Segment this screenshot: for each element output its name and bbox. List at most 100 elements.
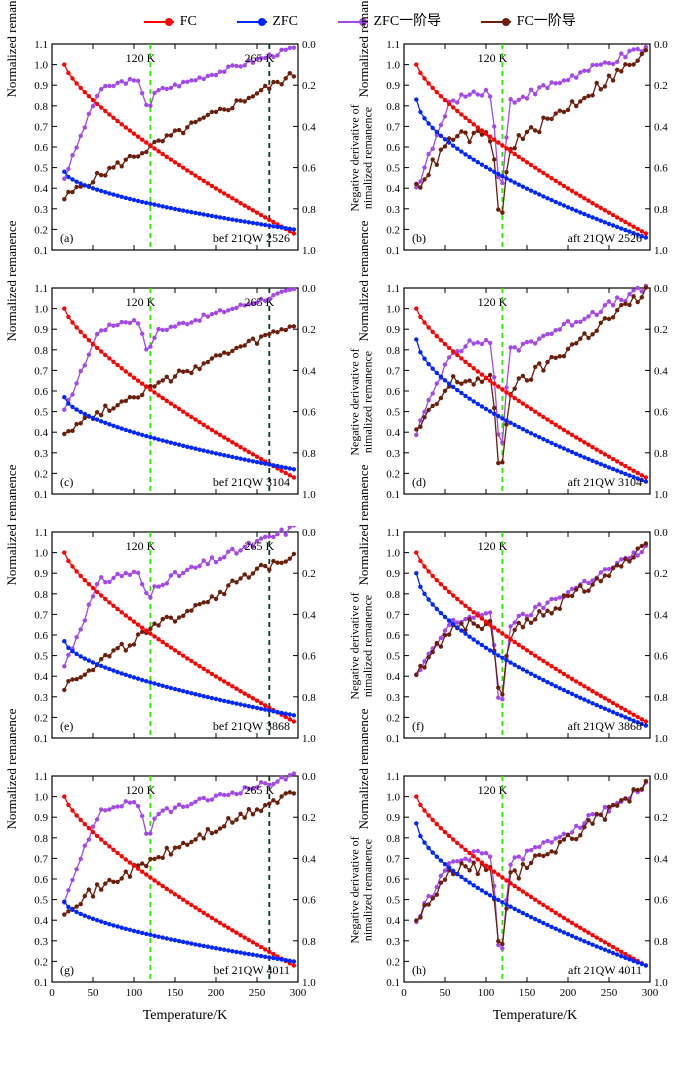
svg-text:(g): (g) (60, 963, 74, 977)
svg-text:1.0: 1.0 (654, 733, 668, 745)
svg-text:0.6: 0.6 (34, 630, 48, 642)
svg-text:0.1: 0.1 (34, 489, 48, 501)
chart-panel-e: 0.10.20.30.40.50.60.70.80.91.01.10.00.20… (10, 526, 340, 766)
svg-text:0.4: 0.4 (654, 853, 668, 865)
svg-text:0.6: 0.6 (386, 874, 400, 886)
svg-text:0.5: 0.5 (386, 407, 400, 419)
svg-text:0.9: 0.9 (34, 568, 48, 580)
svg-text:1.1: 1.1 (386, 771, 400, 783)
svg-text:0.6: 0.6 (302, 651, 316, 663)
svg-text:(e): (e) (60, 719, 73, 733)
svg-text:0.6: 0.6 (654, 651, 668, 663)
svg-text:0.8: 0.8 (386, 833, 400, 845)
chart-grid: 0.1 0.2 0.3 0.4 0.5 0.6 0.7 0.8 0.9 1.0 1.1 0.0 0.2 0… (10, 38, 700, 1010)
svg-text:0.9: 0.9 (34, 80, 48, 92)
chart-panel-f: 0.10.20.30.40.50.60.70.80.91.01.10.00.20… (362, 526, 692, 766)
svg-text:50: 50 (88, 987, 100, 999)
svg-text:1.0: 1.0 (302, 245, 316, 257)
svg-text:0.8: 0.8 (34, 345, 48, 357)
legend-item: ZFC (227, 14, 308, 29)
legend: FC ZFC ZFC一阶导 FC一阶导 (10, 10, 700, 30)
svg-text:0.2: 0.2 (302, 568, 316, 580)
svg-text:0.4: 0.4 (386, 915, 400, 927)
svg-text:1.0: 1.0 (386, 548, 400, 560)
svg-text:0.6: 0.6 (386, 630, 400, 642)
svg-text:0.6: 0.6 (34, 386, 48, 398)
svg-text:0.7: 0.7 (386, 365, 400, 377)
svg-text:0.8: 0.8 (302, 692, 316, 704)
svg-text:120 K: 120 K (126, 295, 156, 309)
svg-text:0.2: 0.2 (386, 224, 400, 236)
svg-text:0.9: 0.9 (386, 324, 400, 336)
svg-text:0.4: 0.4 (34, 915, 48, 927)
svg-text:0.6: 0.6 (654, 895, 668, 907)
svg-text:1.1: 1.1 (34, 39, 48, 51)
svg-text:265 K: 265 K (244, 295, 274, 309)
svg-text:0.0: 0.0 (654, 283, 668, 295)
svg-text:0.4: 0.4 (302, 853, 316, 865)
legend-label: ZFC一阶导 (370, 14, 441, 29)
svg-text:0.2: 0.2 (654, 80, 668, 92)
svg-text:0.4: 0.4 (654, 365, 668, 377)
svg-text:1.1: 1.1 (386, 283, 400, 295)
svg-text:0.7: 0.7 (34, 121, 48, 133)
chart-panel-c: 0.10.20.30.40.50.60.70.80.91.01.10.00.20… (10, 282, 340, 522)
svg-text:265 K: 265 K (244, 51, 274, 65)
svg-text:0.3: 0.3 (34, 692, 48, 704)
chart-panel-b: 0.10.20.30.40.50.60.70.80.91.01.10.00.20… (362, 38, 692, 278)
svg-text:0.4: 0.4 (654, 609, 668, 621)
legend-label: ZFC (269, 14, 298, 29)
svg-text:265 K: 265 K (244, 783, 274, 797)
svg-text:0.3: 0.3 (34, 204, 48, 216)
svg-text:0.8: 0.8 (654, 448, 668, 460)
svg-text:0.2: 0.2 (34, 712, 48, 724)
svg-text:0.7: 0.7 (34, 853, 48, 865)
svg-text:200: 200 (208, 987, 225, 999)
svg-text:250: 250 (249, 987, 266, 999)
svg-text:0.2: 0.2 (654, 568, 668, 580)
svg-text:0.9: 0.9 (386, 568, 400, 580)
svg-text:100: 100 (478, 987, 495, 999)
svg-text:0.0: 0.0 (654, 527, 668, 539)
svg-text:50: 50 (440, 987, 452, 999)
svg-text:120 K: 120 K (126, 783, 156, 797)
svg-text:0: 0 (49, 987, 55, 999)
svg-text:0.8: 0.8 (302, 204, 316, 216)
svg-text:0.2: 0.2 (302, 324, 316, 336)
svg-text:0.1: 0.1 (386, 489, 400, 501)
chart-panel-h: 0501001502002503000.10.20.30.40.50.60.70… (362, 770, 692, 1010)
xlabel-right: Temperature/K (360, 1008, 700, 1024)
svg-text:aft 21QW 3868: aft 21QW 3868 (568, 719, 642, 733)
svg-text:120 K: 120 K (126, 51, 156, 65)
svg-text:0.3: 0.3 (34, 448, 48, 460)
svg-text:1.1: 1.1 (386, 39, 400, 51)
svg-text:0.5: 0.5 (386, 895, 400, 907)
legend-item: ZFC一阶导 (328, 14, 451, 29)
legend-label: FC一阶导 (513, 14, 576, 29)
svg-text:1.0: 1.0 (302, 733, 316, 745)
svg-text:1.1: 1.1 (34, 771, 48, 783)
svg-text:(h): (h) (412, 963, 426, 977)
svg-text:120 K: 120 K (126, 539, 156, 553)
svg-text:0.8: 0.8 (654, 204, 668, 216)
svg-text:bef 21QW 4011: bef 21QW 4011 (213, 963, 290, 977)
svg-text:120 K: 120 K (478, 295, 508, 309)
svg-text:0.2: 0.2 (654, 812, 668, 824)
svg-text:0.7: 0.7 (386, 121, 400, 133)
svg-text:0.2: 0.2 (654, 324, 668, 336)
svg-text:120 K: 120 K (478, 51, 508, 65)
svg-text:0.0: 0.0 (302, 527, 316, 539)
svg-text:0.6: 0.6 (302, 895, 316, 907)
svg-text:0.1: 0.1 (34, 977, 48, 989)
svg-text:0.2: 0.2 (386, 956, 400, 968)
legend-item: FC (134, 14, 207, 29)
svg-text:0.0: 0.0 (654, 39, 668, 51)
ylabel-left: Normalized remanence (356, 0, 372, 98)
svg-text:0.4: 0.4 (34, 671, 48, 683)
svg-text:0.4: 0.4 (34, 427, 48, 439)
svg-text:0.8: 0.8 (34, 589, 48, 601)
svg-text:0: 0 (401, 987, 407, 999)
svg-text:0.4: 0.4 (302, 609, 316, 621)
svg-text:0.8: 0.8 (302, 448, 316, 460)
svg-text:0.9: 0.9 (386, 812, 400, 824)
